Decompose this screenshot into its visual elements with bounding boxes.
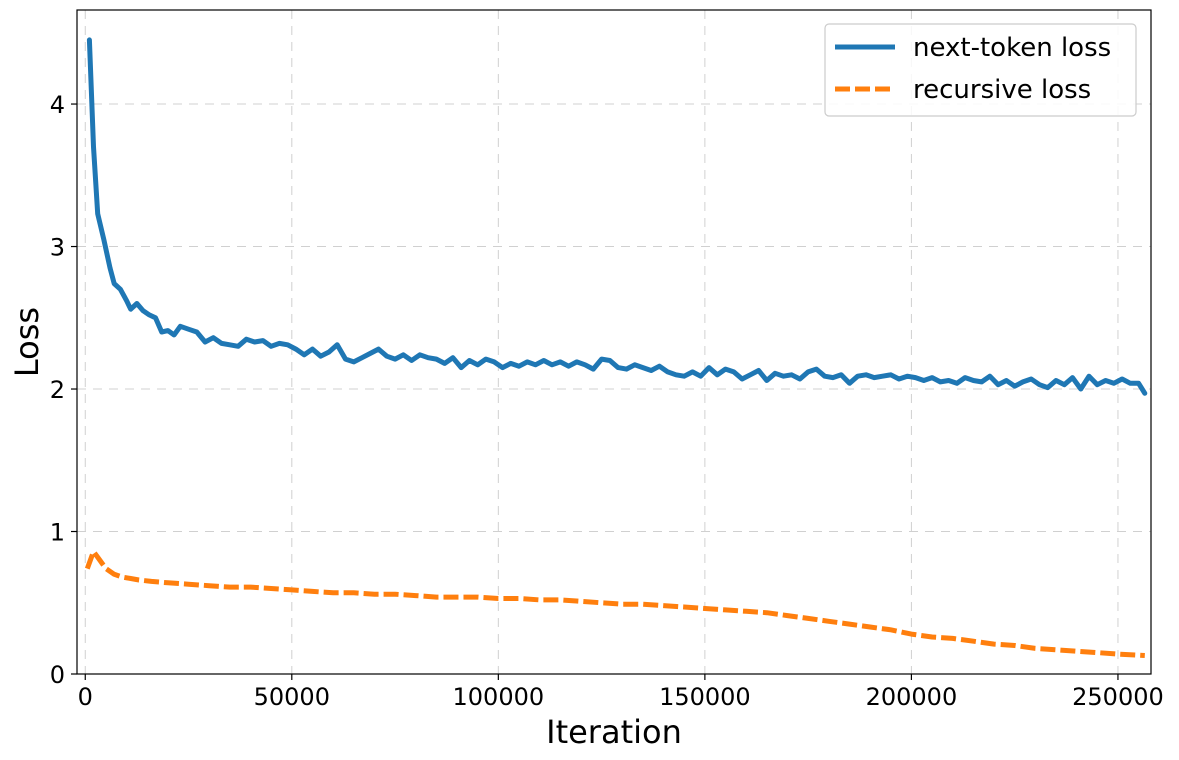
y-tick-label-0: 0	[50, 661, 65, 689]
series-line-1	[84, 549, 1145, 658]
y-tick-label-4: 4	[50, 91, 65, 119]
y-tick-label-1: 1	[50, 519, 65, 547]
x-axis-ticks: 0 50000 100000 150000 200000 250000	[78, 674, 1164, 711]
y-axis-label: Loss	[8, 307, 46, 377]
x-tick-label-5: 250000	[1072, 683, 1164, 711]
y-axis-ticks: 0 1 2 3 4	[50, 91, 77, 689]
x-tick-label-1: 50000	[254, 683, 330, 711]
x-tick-label-0: 0	[78, 683, 93, 711]
legend-box	[824, 23, 1137, 117]
legend-label-recursive-loss: recursive loss	[913, 75, 1091, 105]
plot-area-frame	[76, 9, 1152, 675]
x-axis-label: Iteration	[546, 713, 682, 751]
series-lines	[84, 37, 1148, 658]
x-tick-label-2: 100000	[453, 683, 545, 711]
y-tick-label-2: 2	[50, 376, 65, 404]
x-tick-label-3: 150000	[659, 683, 751, 711]
y-tick-label-3: 3	[50, 234, 65, 262]
x-tick-label-4: 200000	[866, 683, 958, 711]
legend-label-next-token-loss: next-token loss	[913, 33, 1111, 63]
legend: next-token loss recursive loss	[824, 23, 1137, 117]
series-line-0	[86, 37, 1148, 396]
